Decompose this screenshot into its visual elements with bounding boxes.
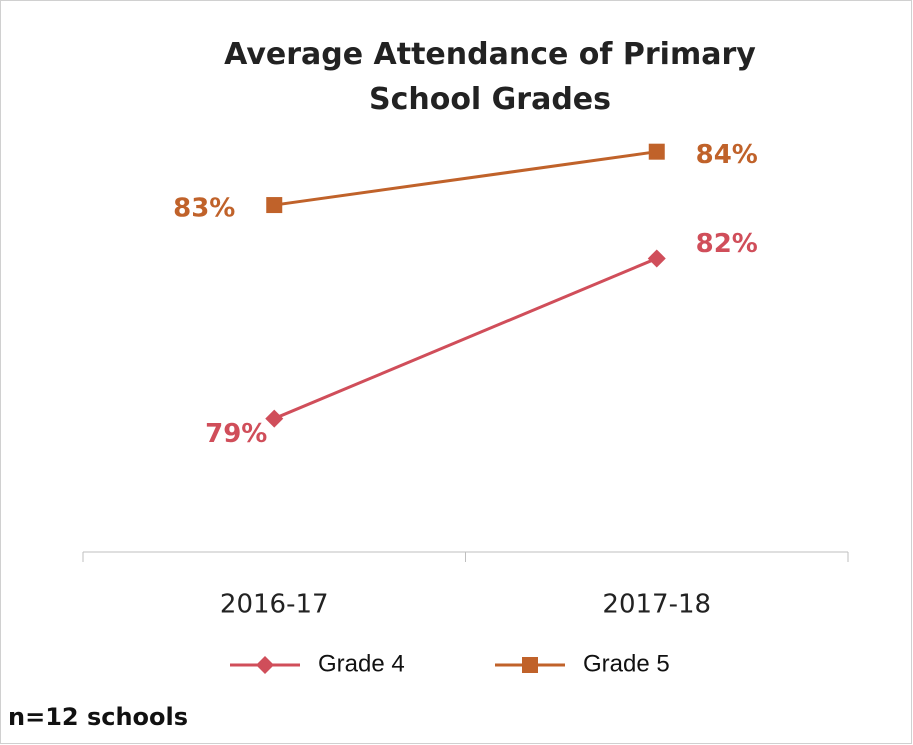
data-point [265, 409, 284, 428]
data-label: 83% [173, 194, 235, 224]
x-tick-label: 2017-18 [602, 590, 711, 620]
data-label: 79% [205, 419, 267, 449]
legend-label: Grade 5 [583, 650, 670, 677]
data-point [266, 197, 283, 214]
legend-marker [522, 657, 538, 673]
data-label: 84% [696, 140, 758, 170]
x-tick-label: 2016-17 [220, 590, 329, 620]
data-label: 82% [696, 229, 758, 259]
data-point [648, 143, 665, 160]
legend-marker [256, 656, 274, 674]
series-line [274, 150, 657, 207]
series-line [273, 257, 658, 420]
chart-title: Average Attendance of Primary School Grad… [224, 37, 756, 117]
note: n=12 schools [8, 703, 188, 731]
legend-label: Grade 4 [318, 650, 405, 677]
data-point [647, 249, 666, 268]
